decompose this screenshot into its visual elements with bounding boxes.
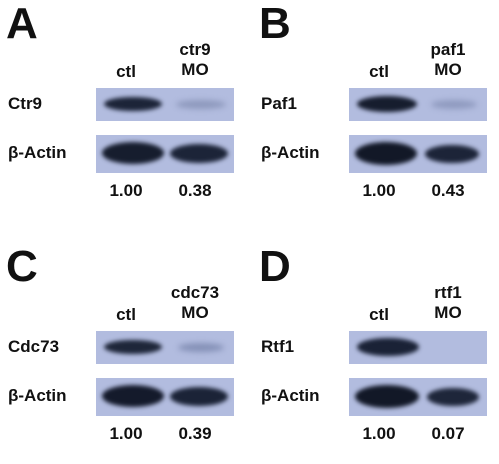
mo-suffix: MO bbox=[434, 303, 462, 322]
band-mo bbox=[176, 100, 226, 109]
mo-suffix: MO bbox=[434, 60, 462, 79]
actin-label: β-Actin bbox=[8, 386, 67, 405]
lane-label-mo: ctr9 MO bbox=[160, 40, 230, 80]
mo-gene-name: cdc73 bbox=[170, 283, 220, 302]
target-blot bbox=[96, 88, 234, 121]
lane-label-mo: paf1 MO bbox=[413, 40, 483, 80]
actin-blot bbox=[96, 135, 234, 173]
lane-label-ctl: ctl bbox=[116, 305, 136, 324]
mo-suffix: MO bbox=[181, 60, 209, 79]
actin-band-mo bbox=[170, 387, 228, 406]
target-blot bbox=[349, 331, 487, 364]
quant-mo: 0.43 bbox=[431, 181, 465, 200]
mo-suffix: MO bbox=[181, 303, 209, 322]
target-protein-label: Cdc73 bbox=[8, 337, 60, 356]
actin-blot bbox=[349, 135, 487, 173]
lane-label-mo: cdc73 MO bbox=[160, 283, 230, 323]
mo-gene-name: paf1 bbox=[430, 40, 466, 59]
target-protein-label: Ctr9 bbox=[8, 94, 43, 113]
target-blot bbox=[96, 331, 234, 364]
actin-band-ctl bbox=[355, 385, 419, 408]
actin-blot bbox=[96, 378, 234, 416]
panel-d: D ctl rtf1 MO Rtf1 β-Actin 1.00 0.07 bbox=[253, 243, 493, 463]
lane-label-ctl: ctl bbox=[369, 305, 389, 324]
lane-label-mo: rtf1 MO bbox=[413, 283, 483, 323]
actin-label: β-Actin bbox=[261, 386, 320, 405]
band-ctl bbox=[104, 340, 162, 354]
panel-b: B ctl paf1 MO Paf1 β-Actin 1.00 0.43 bbox=[253, 0, 493, 220]
quant-mo: 0.39 bbox=[178, 424, 212, 443]
quant-ctl: 1.00 bbox=[109, 181, 143, 200]
actin-band-ctl bbox=[102, 385, 164, 407]
actin-blot bbox=[349, 378, 487, 416]
actin-label: β-Actin bbox=[261, 143, 320, 162]
lane-label-ctl: ctl bbox=[369, 62, 389, 81]
mo-gene-name: ctr9 bbox=[179, 40, 211, 59]
band-ctl bbox=[357, 96, 417, 112]
quant-mo: 0.38 bbox=[178, 181, 212, 200]
mo-gene-name: rtf1 bbox=[434, 283, 462, 302]
quant-ctl: 1.00 bbox=[362, 181, 396, 200]
band-mo bbox=[431, 100, 477, 109]
actin-band-mo bbox=[425, 145, 479, 163]
panel-a: A ctl ctr9 MO Ctr9 β-Actin 1.00 0.38 bbox=[0, 0, 240, 220]
panel-c: C ctl cdc73 MO Cdc73 β-Actin 1.00 0.39 bbox=[0, 243, 240, 463]
target-protein-label: Rtf1 bbox=[261, 337, 295, 356]
target-blot bbox=[349, 88, 487, 121]
panel-letter: A bbox=[6, 0, 38, 48]
band-ctl bbox=[357, 338, 419, 356]
band-mo bbox=[178, 343, 224, 352]
panel-letter: B bbox=[259, 0, 291, 48]
actin-band-mo bbox=[170, 144, 228, 163]
panel-letter: C bbox=[6, 242, 38, 291]
panel-letter: D bbox=[259, 242, 291, 291]
band-ctl bbox=[104, 97, 162, 111]
quant-ctl: 1.00 bbox=[109, 424, 143, 443]
actin-band-ctl bbox=[102, 142, 164, 164]
quant-mo: 0.07 bbox=[431, 424, 465, 443]
target-protein-label: Paf1 bbox=[261, 94, 297, 113]
lane-label-ctl: ctl bbox=[116, 62, 136, 81]
actin-band-ctl bbox=[355, 142, 417, 165]
actin-band-mo bbox=[427, 388, 479, 406]
actin-label: β-Actin bbox=[8, 143, 67, 162]
quant-ctl: 1.00 bbox=[362, 424, 396, 443]
